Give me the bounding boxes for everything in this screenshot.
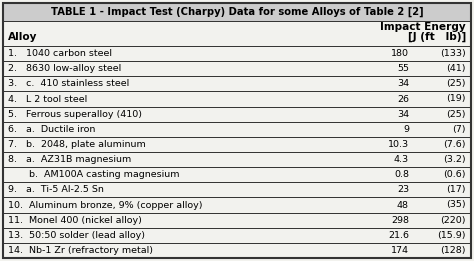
Text: b.  AM100A casting magnesium: b. AM100A casting magnesium [8, 170, 180, 179]
Text: Alloy: Alloy [8, 32, 37, 42]
Text: 8.   a.  AZ31B magnesium: 8. a. AZ31B magnesium [8, 155, 131, 164]
Text: [J (ft   lb)]: [J (ft lb)] [408, 32, 466, 42]
Bar [3, 76, 471, 91]
Bar [3, 167, 471, 182]
Bar [3, 137, 471, 152]
Text: 10.  Aluminum bronze, 9% (copper alloy): 10. Aluminum bronze, 9% (copper alloy) [8, 200, 202, 210]
Text: 4.   L 2 tool steel: 4. L 2 tool steel [8, 94, 87, 104]
Bar [3, 122, 471, 137]
Text: 3.   c.  410 stainless steel: 3. c. 410 stainless steel [8, 79, 129, 88]
Text: 48: 48 [397, 200, 409, 210]
Text: 11.  Monel 400 (nickel alloy): 11. Monel 400 (nickel alloy) [8, 216, 142, 225]
Bar [3, 106, 471, 122]
Bar [3, 61, 471, 76]
Text: (35): (35) [447, 200, 466, 210]
Text: 1.   1040 carbon steel: 1. 1040 carbon steel [8, 49, 112, 58]
Bar [3, 212, 471, 228]
Text: (25): (25) [447, 79, 466, 88]
Text: 4.3: 4.3 [394, 155, 409, 164]
Text: 26: 26 [397, 94, 409, 104]
Text: 0.8: 0.8 [394, 170, 409, 179]
Text: 6.   a.  Ductile iron: 6. a. Ductile iron [8, 125, 95, 134]
Text: TABLE 1 - Impact Test (Charpy) Data for some Alloys of Table 2 [2]: TABLE 1 - Impact Test (Charpy) Data for … [51, 7, 423, 17]
Text: 180: 180 [391, 49, 409, 58]
Text: (41): (41) [447, 64, 466, 73]
Text: (25): (25) [447, 110, 466, 119]
Text: 2.   8630 low-alloy steel: 2. 8630 low-alloy steel [8, 64, 121, 73]
Text: (0.6): (0.6) [444, 170, 466, 179]
Bar [3, 182, 471, 197]
Bar [3, 197, 471, 212]
Text: 5.   Ferrous superalloy (410): 5. Ferrous superalloy (410) [8, 110, 142, 119]
Text: 174: 174 [391, 246, 409, 255]
Bar [3, 152, 471, 167]
Bar [3, 3, 471, 21]
Bar [3, 21, 471, 46]
Text: 9.   a.  Ti-5 Al-2.5 Sn: 9. a. Ti-5 Al-2.5 Sn [8, 185, 104, 194]
Text: (7): (7) [453, 125, 466, 134]
Bar [3, 243, 471, 258]
Text: 55: 55 [397, 64, 409, 73]
Text: (7.6): (7.6) [444, 140, 466, 149]
Text: 21.6: 21.6 [388, 231, 409, 240]
Text: (15.9): (15.9) [438, 231, 466, 240]
Text: 34: 34 [397, 79, 409, 88]
Text: 23: 23 [397, 185, 409, 194]
Text: 298: 298 [391, 216, 409, 225]
Text: (133): (133) [440, 49, 466, 58]
Text: 7.   b.  2048, plate aluminum: 7. b. 2048, plate aluminum [8, 140, 146, 149]
Text: (220): (220) [440, 216, 466, 225]
Text: 10.3: 10.3 [388, 140, 409, 149]
Bar [3, 228, 471, 243]
Text: 9: 9 [403, 125, 409, 134]
Text: Impact Energy: Impact Energy [380, 22, 466, 32]
Bar [3, 91, 471, 106]
Text: 14.  Nb-1 Zr (refractory metal): 14. Nb-1 Zr (refractory metal) [8, 246, 153, 255]
Text: 34: 34 [397, 110, 409, 119]
Text: (17): (17) [447, 185, 466, 194]
Text: (128): (128) [440, 246, 466, 255]
Text: 13.  50:50 solder (lead alloy): 13. 50:50 solder (lead alloy) [8, 231, 145, 240]
Text: (3.2): (3.2) [443, 155, 466, 164]
Bar [3, 46, 471, 61]
Text: (19): (19) [447, 94, 466, 104]
